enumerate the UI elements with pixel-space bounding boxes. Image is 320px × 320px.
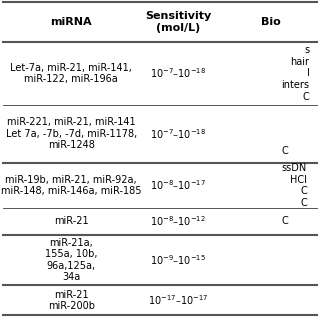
- Text: s
hair
I
inters
C: s hair I inters C: [282, 45, 310, 102]
- Text: $10^{-9}$–$10^{-15}$: $10^{-9}$–$10^{-15}$: [150, 253, 206, 267]
- Text: miR-221, miR-21, miR-141
Let 7a, -7b, -7d, miR-1178,
miR-1248: miR-221, miR-21, miR-141 Let 7a, -7b, -7…: [5, 117, 137, 150]
- Text: Bio: Bio: [260, 17, 280, 27]
- Text: C: C: [282, 111, 288, 156]
- Text: miRNA: miRNA: [50, 17, 92, 27]
- Text: miR-21
miR-200b: miR-21 miR-200b: [48, 290, 95, 311]
- Text: miR-21a,
155a, 10b,
96a,125a,
34a: miR-21a, 155a, 10b, 96a,125a, 34a: [45, 238, 98, 283]
- Text: miR-19b, miR-21, miR-92a,
miR-148, miR-146a, miR-185: miR-19b, miR-21, miR-92a, miR-148, miR-1…: [1, 175, 141, 196]
- Text: $10^{-8}$–$10^{-17}$: $10^{-8}$–$10^{-17}$: [150, 179, 206, 192]
- Text: Sensitivity
(mol/L): Sensitivity (mol/L): [145, 11, 212, 33]
- Text: ssDN
HCI
C
C: ssDN HCI C C: [282, 163, 307, 208]
- Text: $10^{-7}$–$10^{-18}$: $10^{-7}$–$10^{-18}$: [150, 67, 206, 80]
- Text: miR-21: miR-21: [54, 216, 89, 227]
- Text: Let-7a, miR-21, miR-141,
miR-122, miR-196a: Let-7a, miR-21, miR-141, miR-122, miR-19…: [10, 63, 132, 84]
- Text: C: C: [282, 216, 288, 227]
- Text: $10^{-8}$–$10^{-12}$: $10^{-8}$–$10^{-12}$: [150, 215, 206, 228]
- Text: $10^{-17}$–$10^{-17}$: $10^{-17}$–$10^{-17}$: [148, 293, 209, 307]
- Text: $10^{-7}$–$10^{-18}$: $10^{-7}$–$10^{-18}$: [150, 127, 206, 141]
